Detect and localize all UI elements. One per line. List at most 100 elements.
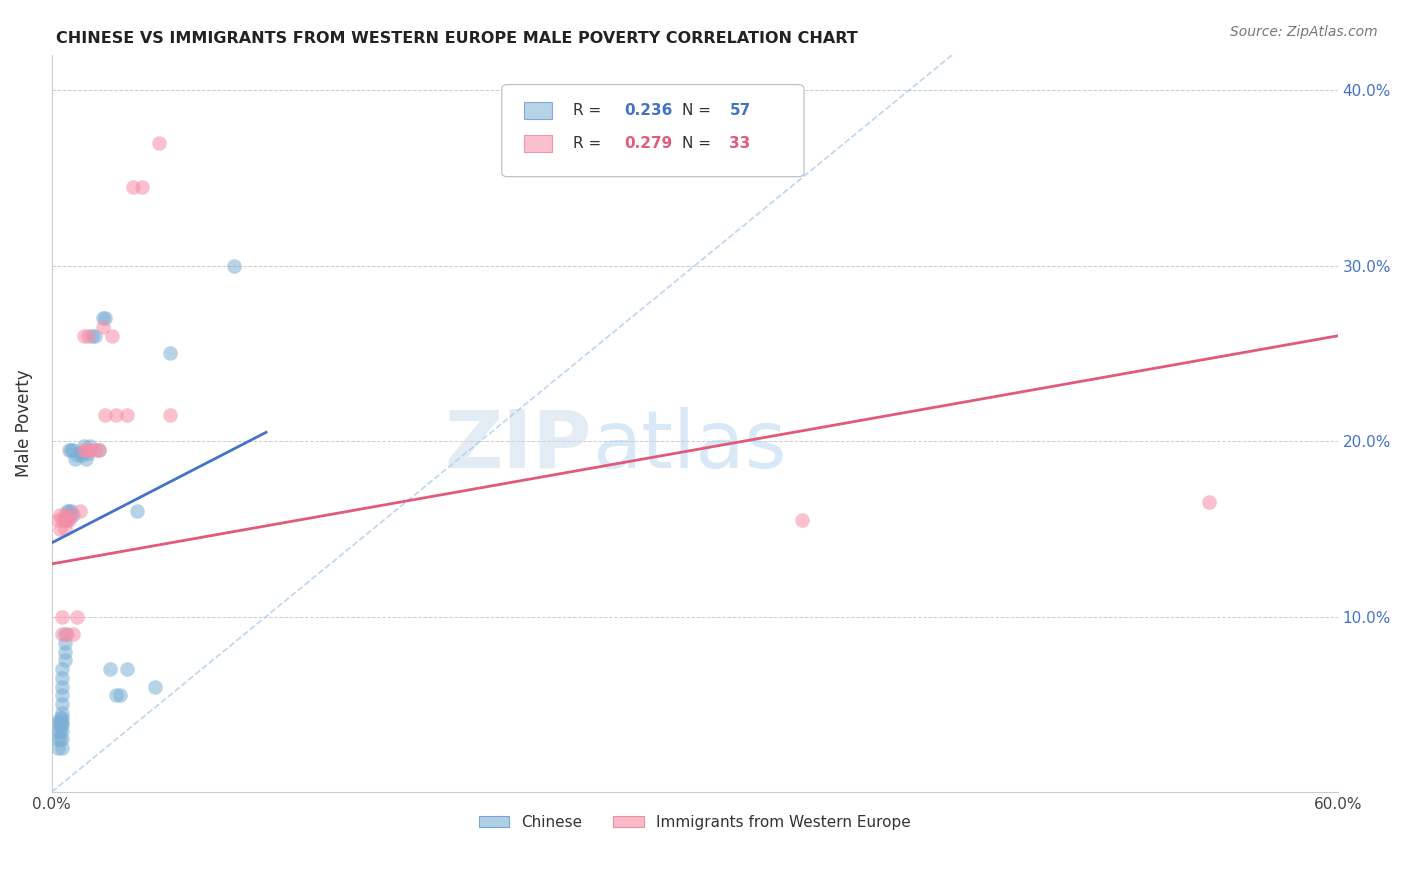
Point [77,328,100,343]
Point [115,662,138,676]
Point [51,711,73,725]
Point [75,451,97,466]
FancyBboxPatch shape [523,103,553,119]
Point [60,442,83,457]
Legend: Chinese, Immigrants from Western Europe: Chinese, Immigrants from Western Europe [472,809,917,836]
Point [46,723,69,738]
Point [91,320,114,334]
Point [53,645,76,659]
Point [62,627,84,641]
Point [1198,495,1220,509]
Point [94,311,117,326]
Point [46,732,69,747]
Point [53,653,76,667]
Point [98,662,121,676]
Point [58,442,80,457]
Text: 0.236: 0.236 [624,103,672,118]
Point [79,439,101,453]
Text: 0.279: 0.279 [624,136,672,151]
Point [110,689,132,703]
Point [55,627,77,641]
Point [143,680,166,694]
Y-axis label: Male Poverty: Male Poverty [15,370,32,477]
Text: ZIP: ZIP [444,407,592,484]
Point [159,408,181,422]
Text: N =: N = [682,136,716,151]
FancyBboxPatch shape [523,136,553,152]
Text: R =: R = [572,136,606,151]
Point [60,508,83,522]
Text: Source: ZipAtlas.com: Source: ZipAtlas.com [1230,25,1378,39]
Point [60,504,83,518]
Point [62,508,84,522]
Point [222,259,245,273]
Point [53,522,76,536]
Text: N =: N = [682,103,716,118]
Point [79,442,101,457]
Point [51,680,73,694]
Point [73,328,96,343]
Point [51,513,73,527]
Point [83,328,105,343]
Point [51,689,73,703]
Point [53,513,76,527]
Point [53,508,76,522]
Point [53,627,76,641]
Point [73,439,96,453]
Text: R =: R = [572,103,606,118]
Point [87,442,110,457]
Text: 33: 33 [730,136,751,151]
Point [49,522,72,536]
Point [55,504,77,518]
Point [51,627,73,641]
Text: 57: 57 [730,103,751,118]
Point [49,723,72,738]
Point [69,446,91,460]
Point [77,446,100,460]
Point [58,504,80,518]
Point [73,442,96,457]
Point [46,513,69,527]
Point [105,689,128,703]
Point [100,328,122,343]
Point [51,706,73,720]
Point [49,508,72,522]
Point [105,408,128,422]
Point [49,711,72,725]
Point [51,714,73,729]
Point [51,671,73,685]
Point [122,179,145,194]
Point [49,714,72,729]
Point [49,732,72,747]
Point [55,508,77,522]
Point [51,732,73,747]
Point [131,179,153,194]
FancyBboxPatch shape [502,85,804,177]
Point [66,609,89,624]
Point [159,346,181,360]
Point [115,408,138,422]
Point [49,718,72,732]
Point [127,504,149,518]
Point [87,442,110,457]
Point [66,448,89,462]
Point [53,636,76,650]
Point [94,408,117,422]
Point [91,311,114,326]
Point [51,723,73,738]
Point [75,442,97,457]
Point [55,513,77,527]
Point [51,741,73,756]
Text: CHINESE VS IMMIGRANTS FROM WESTERN EUROPE MALE POVERTY CORRELATION CHART: CHINESE VS IMMIGRANTS FROM WESTERN EUROP… [56,31,858,46]
Point [51,662,73,676]
Text: atlas: atlas [592,407,786,484]
Point [51,609,73,624]
Point [58,508,80,522]
Point [46,741,69,756]
Point [55,513,77,527]
Point [46,714,69,729]
Point [65,451,87,466]
Point [83,442,105,457]
Point [148,136,170,150]
Point [62,442,84,457]
